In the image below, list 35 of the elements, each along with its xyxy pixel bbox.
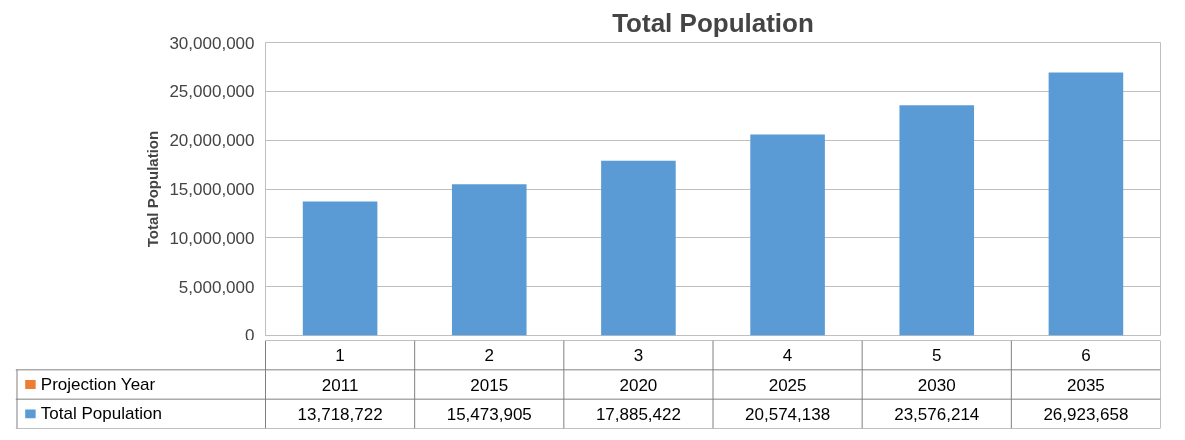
bar	[1048, 72, 1124, 336]
y-axis-title: Total Population	[144, 130, 162, 248]
data-label: 26,923,658	[1043, 404, 1129, 424]
x-tick-label: 6	[1081, 346, 1091, 366]
data-label: 17,885,422	[595, 404, 681, 424]
y-tick-label: 5,000,000	[178, 277, 255, 297]
x-tick-label: 1	[335, 346, 345, 366]
chart-title: Total Population	[612, 7, 814, 38]
data-label: 23,576,214	[894, 404, 980, 424]
data-label: 2035	[1067, 375, 1105, 395]
bar	[302, 201, 378, 336]
data-label: 2030	[917, 375, 956, 395]
data-label: 13,718,722	[297, 404, 383, 424]
y-tick-label: 15,000,000	[169, 180, 255, 199]
data-label: 2015	[470, 375, 509, 395]
bar	[750, 134, 825, 336]
data-label: 15,473,905	[446, 404, 532, 424]
bar	[601, 160, 676, 336]
y-tick-label: 25,000,000	[169, 82, 255, 102]
y-tick-label: 30,000,000	[169, 33, 255, 53]
data-label: 2020	[619, 375, 658, 395]
y-tick-label: 10,000,000	[169, 228, 255, 248]
legend-label: Projection Year	[40, 375, 156, 394]
data-label: 2011	[321, 375, 359, 395]
data-label: 2025	[768, 375, 807, 395]
x-tick-label: 4	[782, 346, 793, 366]
y-tick-label: 20,000,000	[169, 131, 255, 151]
x-tick-label: 5	[932, 346, 942, 366]
bar	[451, 184, 527, 336]
legend-label: Total Population	[40, 404, 162, 424]
y-tick-label: 0	[245, 325, 255, 345]
data-label: 20,574,138	[745, 404, 831, 424]
x-tick-label: 3	[633, 346, 644, 366]
bar	[899, 105, 975, 336]
x-tick-label: 2	[484, 346, 494, 366]
